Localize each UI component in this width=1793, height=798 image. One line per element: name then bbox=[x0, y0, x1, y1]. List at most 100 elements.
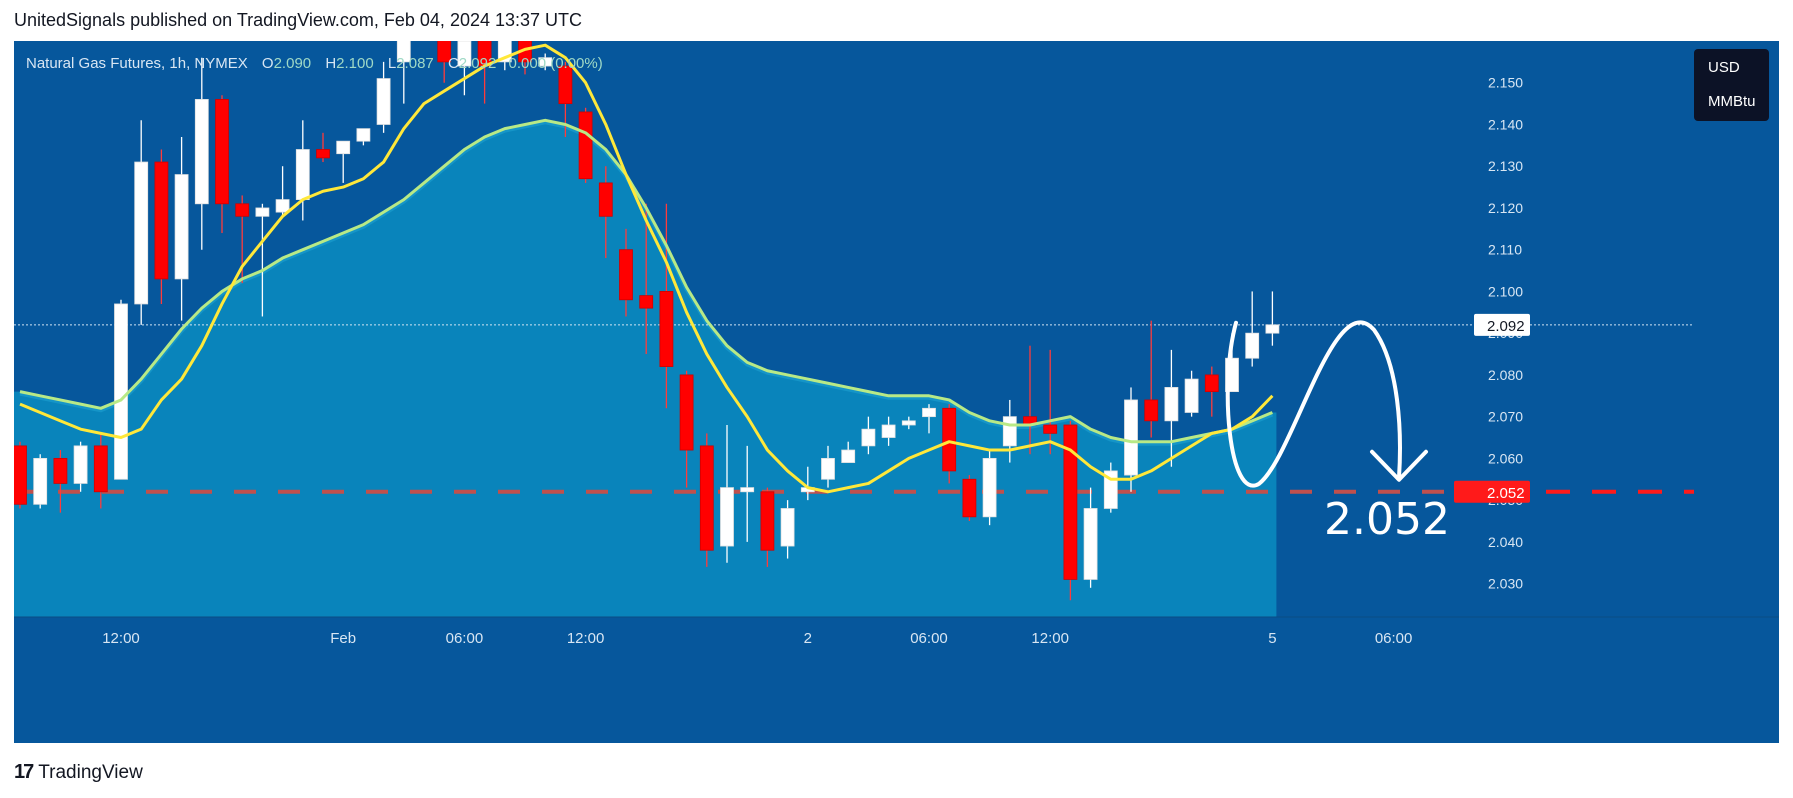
candle bbox=[901, 416, 916, 430]
candle-body bbox=[982, 457, 997, 518]
x-tick-label: 06:00 bbox=[446, 630, 484, 647]
candle-body bbox=[235, 203, 250, 217]
candle-body bbox=[255, 207, 270, 217]
target-annotation: 2.052 bbox=[1324, 494, 1450, 545]
candle bbox=[457, 41, 472, 96]
candle-body bbox=[1002, 416, 1017, 447]
candle bbox=[538, 53, 553, 71]
published-header: UnitedSignals published on TradingView.c… bbox=[14, 10, 583, 30]
y-tick-label: 2.030 bbox=[1488, 576, 1523, 592]
candle-body bbox=[1184, 378, 1199, 413]
candle-body bbox=[336, 140, 351, 155]
brand-name: TradingView bbox=[38, 761, 143, 783]
candle bbox=[962, 475, 977, 521]
x-tick-label: 06:00 bbox=[1375, 630, 1413, 647]
candle bbox=[174, 137, 189, 321]
candle bbox=[376, 61, 391, 133]
candle-body bbox=[1144, 399, 1159, 422]
candle bbox=[760, 487, 775, 567]
candle-body bbox=[861, 428, 876, 447]
x-tick-label: 12:00 bbox=[102, 630, 140, 647]
candle bbox=[134, 120, 149, 325]
candle bbox=[396, 41, 411, 104]
y-tick-label: 2.060 bbox=[1488, 450, 1523, 466]
candle bbox=[53, 450, 68, 513]
last-price-badge bbox=[1474, 313, 1530, 336]
candle-body bbox=[1124, 399, 1138, 476]
candle bbox=[336, 140, 351, 183]
candle bbox=[841, 441, 856, 463]
footer-brand: 17 TradingView bbox=[14, 761, 143, 784]
candle-body bbox=[53, 457, 68, 484]
candle bbox=[255, 203, 270, 317]
candle bbox=[699, 433, 714, 567]
candle-body bbox=[1063, 424, 1078, 580]
candle-body bbox=[93, 445, 108, 493]
candle-body bbox=[1043, 424, 1058, 434]
candle bbox=[1043, 349, 1058, 455]
candle bbox=[1164, 349, 1179, 467]
y-tick-label: 2.100 bbox=[1488, 283, 1523, 299]
candle-body bbox=[457, 41, 472, 67]
candle bbox=[194, 57, 209, 250]
candle bbox=[215, 95, 229, 233]
candle bbox=[14, 441, 27, 509]
candle-body bbox=[780, 508, 795, 547]
candle bbox=[477, 41, 492, 104]
candle-body bbox=[1083, 508, 1098, 580]
candle-body bbox=[518, 41, 532, 63]
currency-unit-selector[interactable]: USD MMBtu bbox=[1694, 49, 1769, 121]
candle bbox=[821, 445, 835, 488]
candle-body bbox=[942, 407, 957, 472]
change-value: 0.000 (0.00%) bbox=[508, 55, 603, 72]
candle bbox=[619, 228, 633, 317]
candle bbox=[720, 425, 734, 563]
price-chart[interactable]: 2.0522.0302.0402.0502.0602.0702.0802.090… bbox=[14, 41, 1779, 743]
candle-body bbox=[1204, 374, 1219, 393]
candle bbox=[1184, 370, 1199, 417]
fast-ma-line bbox=[19, 43, 1274, 494]
candle-body bbox=[841, 449, 856, 463]
close-value: 2.092 bbox=[458, 55, 497, 72]
candle-body bbox=[538, 57, 553, 67]
candle-body bbox=[760, 491, 775, 551]
candle-body bbox=[679, 374, 694, 451]
candle-body bbox=[194, 99, 209, 205]
candle-body bbox=[740, 487, 755, 493]
candle bbox=[659, 203, 674, 409]
candle-body bbox=[558, 65, 573, 105]
candle-body bbox=[619, 249, 633, 301]
candle bbox=[1124, 387, 1138, 492]
tradingview-logo-icon: 17 bbox=[14, 761, 34, 783]
y-tick-label: 2.110 bbox=[1488, 242, 1522, 258]
target-price-badge bbox=[1454, 480, 1530, 503]
y-tick-label: 2.130 bbox=[1488, 158, 1523, 174]
candle bbox=[780, 500, 795, 559]
candle bbox=[1204, 366, 1219, 417]
chart-panel[interactable]: 2.0522.0302.0402.0502.0602.0702.0802.090… bbox=[14, 41, 1779, 743]
low-label: L bbox=[387, 55, 397, 72]
y-tick-label: 2.070 bbox=[1488, 409, 1523, 425]
candle-body bbox=[396, 41, 411, 63]
candle bbox=[1144, 320, 1159, 438]
candle bbox=[740, 445, 755, 542]
candle-body bbox=[1265, 324, 1280, 334]
high-label: H bbox=[325, 55, 337, 72]
candle-body bbox=[659, 291, 674, 367]
y-tick-label: 2.120 bbox=[1488, 200, 1523, 216]
candle-body bbox=[437, 41, 452, 63]
candle-body bbox=[962, 478, 977, 518]
candle-body bbox=[33, 457, 48, 505]
candle bbox=[639, 203, 654, 355]
x-tick-label: 12:00 bbox=[567, 630, 605, 647]
low-value: 2.087 bbox=[396, 55, 434, 72]
unit-label[interactable]: MMBtu bbox=[1708, 93, 1756, 110]
currency-label[interactable]: USD bbox=[1708, 59, 1740, 76]
candle bbox=[1245, 291, 1260, 367]
candle bbox=[114, 299, 128, 480]
symbol-name[interactable]: Natural Gas Futures, 1h, NYMEX bbox=[26, 55, 248, 72]
candle-body bbox=[901, 420, 916, 426]
y-tick-label: 2.040 bbox=[1488, 534, 1523, 550]
candle bbox=[1083, 487, 1098, 588]
x-tick-label: 06:00 bbox=[910, 630, 948, 647]
